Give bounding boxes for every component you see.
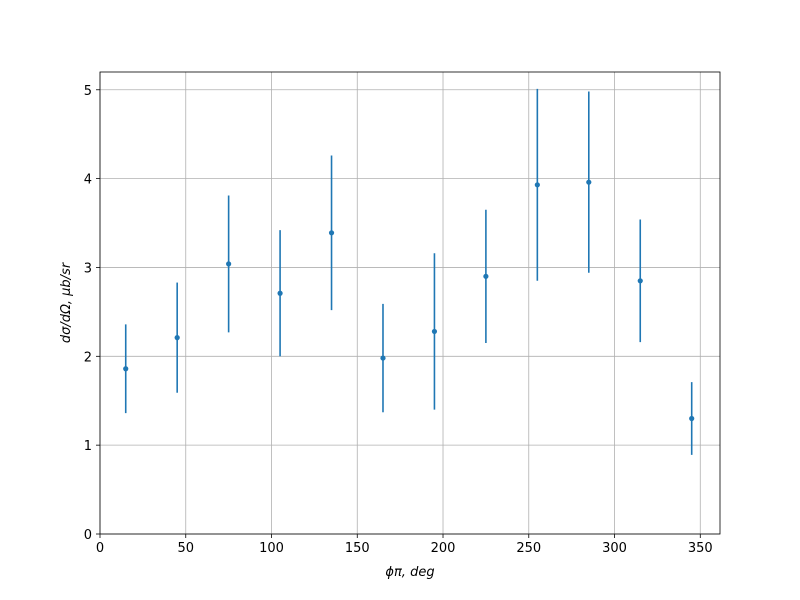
y-tick-label: 0 (84, 528, 92, 543)
y-axis-label: dσ/dΩ, μb/sr (59, 261, 74, 343)
data-point (226, 261, 232, 267)
x-axis-label: ϕπ, deg (385, 565, 434, 580)
y-tick-label: 1 (84, 439, 92, 454)
y-tick-label: 2 (84, 350, 92, 365)
y-tick-label: 5 (84, 84, 92, 99)
y-tick-label: 3 (84, 261, 92, 276)
y-tick-label: 4 (84, 173, 92, 188)
data-point (277, 290, 283, 296)
data-point (483, 273, 489, 279)
data-point (431, 328, 438, 335)
x-tick-label: 350 (688, 541, 713, 556)
data-point (328, 230, 335, 236)
data-point (689, 415, 695, 422)
data-point (586, 179, 592, 185)
data-point (637, 278, 643, 284)
x-tick-label: 0 (96, 541, 104, 556)
data-point (534, 182, 540, 188)
x-tick-label: 50 (177, 541, 194, 556)
x-tick-label: 150 (345, 541, 370, 556)
x-tick-label: 200 (431, 541, 456, 556)
data-point (174, 335, 180, 341)
plot-frame (99, 71, 721, 535)
data-point (380, 355, 386, 361)
x-tick-label: 100 (259, 541, 284, 556)
x-tick-label: 250 (516, 541, 541, 556)
x-tick-label: 300 (602, 541, 627, 556)
data-point (123, 366, 129, 372)
